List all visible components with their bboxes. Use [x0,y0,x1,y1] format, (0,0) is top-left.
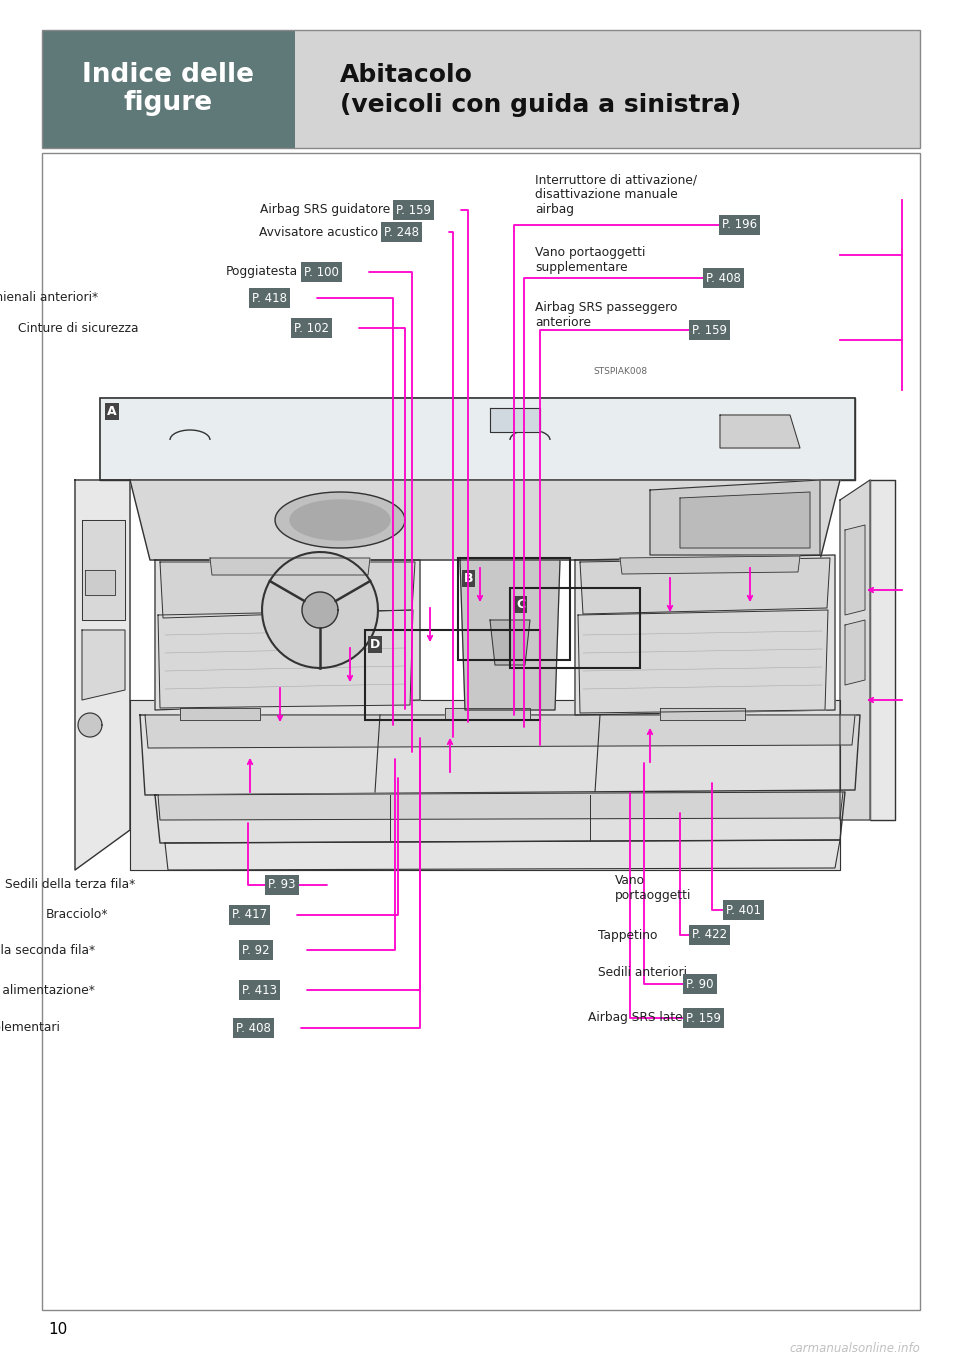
Polygon shape [160,563,415,618]
Polygon shape [155,560,420,710]
Text: P. 408: P. 408 [236,1022,271,1035]
Polygon shape [302,592,338,628]
Polygon shape [578,610,828,712]
Polygon shape [165,840,840,870]
Text: figure: figure [124,90,213,116]
Bar [42,30,920,148]
Text: P. 159: P. 159 [692,324,727,336]
Bar [100,398,855,479]
Bar [42,153,920,1310]
Text: Tavolini degli schienali anteriori*: Tavolini degli schienali anteriori* [0,291,98,305]
Text: (veicoli con guida a sinistra): (veicoli con guida a sinistra) [340,93,741,117]
Bar [42,30,295,148]
Text: Interruttore di attivazione/
disattivazione manuale
airbag: Interruttore di attivazione/ disattivazi… [535,173,697,217]
Text: P. 102: P. 102 [294,321,329,335]
Text: P. 422: P. 422 [692,929,727,941]
Polygon shape [158,791,843,820]
Polygon shape [490,620,530,665]
Polygon shape [660,708,745,720]
Polygon shape [575,554,835,715]
Text: P. 159: P. 159 [396,203,431,217]
Text: P. 248: P. 248 [384,226,419,238]
Text: Airbag SRS passeggero
anteriore: Airbag SRS passeggero anteriore [535,301,678,330]
Polygon shape [276,492,405,548]
Bar [295,30,920,148]
Text: Sedili anteriori: Sedili anteriori [598,966,687,978]
Text: P. 418: P. 418 [252,291,287,305]
Text: Abitacolo: Abitacolo [340,63,473,87]
Text: P. 90: P. 90 [686,978,713,990]
Polygon shape [85,571,115,595]
Text: Avvisatore acustico: Avvisatore acustico [259,226,378,238]
Polygon shape [78,714,102,737]
Bar [365,631,540,720]
Text: carmanualsonline.info: carmanualsonline.info [789,1342,920,1354]
Bar [510,588,640,667]
Polygon shape [490,409,540,432]
Polygon shape [580,558,830,614]
Text: Cinture di sicurezza: Cinture di sicurezza [17,321,138,335]
Text: Vano portaoggetti
supplementare: Vano portaoggetti supplementare [535,247,645,274]
Polygon shape [620,556,800,573]
Text: 10: 10 [48,1323,67,1337]
Polygon shape [82,631,125,700]
Text: Sedili della terza fila*: Sedili della terza fila* [5,878,135,892]
Text: Vani portaoggetti supplementari: Vani portaoggetti supplementari [0,1022,60,1035]
Text: Tappetino: Tappetino [598,929,658,941]
Polygon shape [130,700,840,870]
Text: P. 401: P. 401 [726,903,761,917]
Bar [458,558,570,661]
Text: C: C [516,598,525,612]
Text: P. 196: P. 196 [722,218,757,232]
Polygon shape [82,520,125,620]
Text: Sedili della seconda fila*: Sedili della seconda fila* [0,944,95,956]
Polygon shape [840,479,870,820]
Polygon shape [75,479,130,870]
Polygon shape [445,708,530,720]
Text: P. 159: P. 159 [686,1012,721,1024]
Polygon shape [845,524,865,616]
Text: A: A [107,405,116,418]
Text: Airbag SRS laterali: Airbag SRS laterali [588,1012,702,1024]
Polygon shape [870,479,895,820]
Text: P. 92: P. 92 [242,944,270,956]
Text: Indice delle: Indice delle [83,63,254,89]
Text: Presa di alimentazione*: Presa di alimentazione* [0,983,95,997]
Text: P. 413: P. 413 [242,983,277,997]
Polygon shape [158,610,413,708]
Polygon shape [460,560,560,710]
Text: Vano
portaoggetti: Vano portaoggetti [615,874,691,902]
Text: B: B [464,572,473,586]
Polygon shape [720,415,800,448]
Polygon shape [680,492,810,548]
Text: Poggiatesta: Poggiatesta [226,266,298,278]
Text: P. 100: P. 100 [304,266,339,278]
Text: Airbag SRS guidatore: Airbag SRS guidatore [260,203,390,217]
Polygon shape [650,479,820,554]
Polygon shape [140,715,860,795]
Text: D: D [370,637,380,651]
Text: P. 417: P. 417 [232,908,267,922]
Text: STSPIAK008: STSPIAK008 [593,368,647,376]
Polygon shape [145,715,855,748]
Polygon shape [180,708,260,720]
Polygon shape [262,552,378,667]
Polygon shape [210,558,370,575]
Polygon shape [845,620,865,685]
Text: P. 408: P. 408 [706,271,741,285]
Polygon shape [130,479,840,560]
Polygon shape [290,500,390,539]
Polygon shape [155,791,845,843]
Polygon shape [100,398,855,479]
Text: P. 93: P. 93 [268,878,296,892]
Text: Bracciolo*: Bracciolo* [45,908,108,922]
